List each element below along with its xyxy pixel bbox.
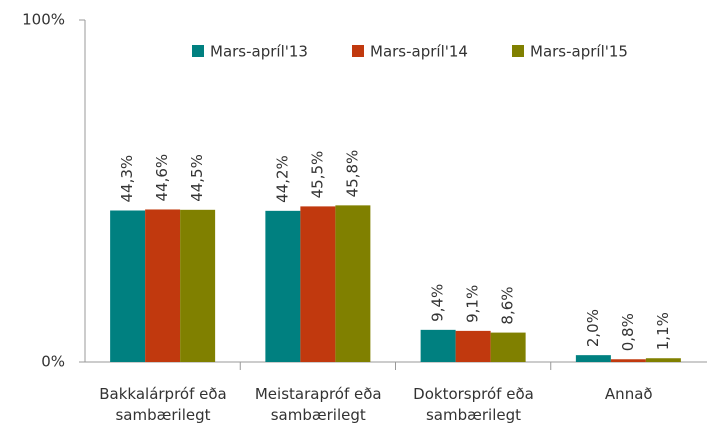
x-tick-label: Doktorspróf eða sambærilegt [413, 385, 534, 424]
bar [180, 209, 216, 362]
x-tick-label: Bakkalárpróf eða sambærilegt [99, 385, 227, 424]
bar [110, 210, 146, 362]
data-label: 0,8% [619, 313, 637, 351]
y-tick-label: 100% [22, 11, 65, 29]
legend-label: Mars-apríl'15 [530, 43, 628, 61]
data-label: 44,5% [188, 154, 206, 202]
data-label: 45,5% [308, 151, 326, 199]
legend-swatch [352, 45, 364, 57]
bar [645, 358, 681, 362]
data-label: 2,0% [584, 309, 602, 347]
bar [265, 210, 301, 362]
bar [335, 205, 371, 362]
data-label: 44,2% [273, 155, 291, 203]
data-label: 44,3% [118, 155, 136, 203]
x-tick-label: Meistarapróf eða sambærilegt [254, 385, 382, 424]
data-label: 44,6% [153, 154, 171, 202]
data-label: 9,1% [464, 285, 482, 323]
bar [455, 330, 491, 362]
x-tick-label: Annað [604, 385, 653, 403]
bar [610, 359, 646, 362]
data-label: 8,6% [499, 286, 517, 324]
legend-swatch [192, 45, 204, 57]
bar [300, 206, 336, 362]
legend-swatch [512, 45, 524, 57]
legend-label: Mars-apríl'14 [370, 43, 468, 61]
data-label: 1,1% [654, 312, 672, 350]
data-label: 45,8% [343, 150, 361, 198]
bar [420, 329, 456, 362]
bar [145, 209, 181, 362]
data-label: 9,4% [429, 284, 447, 322]
y-tick-label: 0% [41, 353, 65, 371]
legend-label: Mars-apríl'13 [210, 43, 308, 61]
bar [575, 355, 611, 362]
bar [490, 332, 526, 362]
